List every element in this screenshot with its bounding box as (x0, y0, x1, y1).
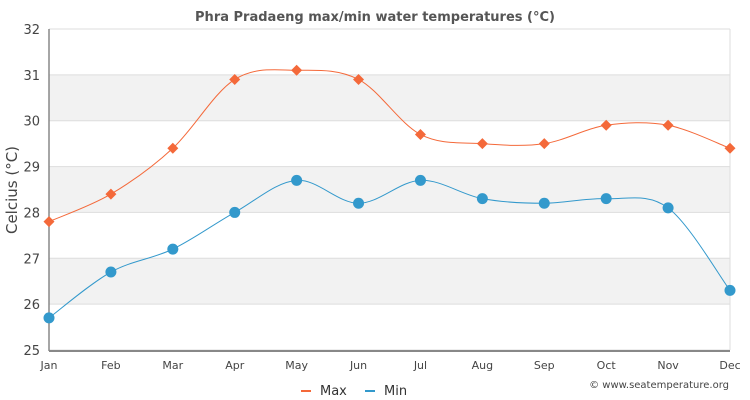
credit-text: © www.seatemperature.org (589, 380, 729, 391)
y-tick-labels: 25 26 27 28 29 30 31 32 (23, 23, 40, 359)
x-tick-label: Feb (101, 359, 120, 372)
y-tick-label: 27 (23, 252, 40, 267)
y-tick-label: 29 (23, 161, 40, 176)
data-point (600, 119, 612, 131)
data-point (414, 128, 426, 140)
data-point (662, 202, 674, 214)
data-point (414, 174, 426, 186)
x-tick-label: Oct (597, 359, 617, 372)
plot-band (49, 74, 730, 121)
y-tick-label: 31 (23, 69, 40, 84)
data-point (662, 119, 674, 131)
data-point (167, 142, 179, 154)
data-point (291, 64, 303, 76)
y-tick-label: 25 (23, 344, 40, 359)
data-point (538, 138, 550, 150)
series (43, 64, 736, 324)
data-point (724, 284, 736, 296)
legend-label: Max (320, 384, 347, 399)
chart-title: Phra Pradaeng max/min water temperatures… (195, 10, 555, 25)
y-tick-label: 28 (23, 206, 40, 221)
y-tick-label: 26 (23, 298, 40, 313)
data-point (476, 193, 488, 205)
x-tick-label: Dec (719, 359, 740, 372)
axes (48, 29, 731, 352)
x-tick-label: Jun (349, 359, 367, 372)
legend: Max Min (301, 384, 407, 399)
data-point (229, 73, 241, 85)
plot-bands (49, 74, 730, 305)
data-point (291, 174, 303, 186)
data-point (538, 197, 550, 209)
x-tick-label: Sep (534, 359, 555, 372)
gridlines (49, 28, 730, 351)
data-point (353, 73, 365, 85)
data-point (105, 188, 117, 200)
legend-item-max: Max (301, 384, 347, 399)
x-tick-label: Nov (657, 359, 679, 372)
plot-band (49, 166, 730, 213)
data-point (353, 197, 365, 209)
data-point (600, 193, 612, 205)
y-tick-label: 30 (23, 115, 40, 130)
x-tick-labels: Jan Feb Mar Apr May Jun Jul Aug Sep Oct Nov Dec (40, 359, 741, 372)
legend-label: Min (384, 384, 407, 399)
x-tick-label: Jul (413, 359, 427, 372)
x-tick-label: Mar (162, 359, 183, 372)
x-tick-label: Aug (472, 359, 493, 372)
series-max (43, 64, 736, 228)
data-point (476, 138, 488, 150)
data-point (167, 243, 179, 255)
legend-item-min: Min (365, 384, 407, 399)
data-point (724, 142, 736, 154)
y-tick-label: 32 (23, 23, 40, 38)
series-line (48, 179, 731, 319)
data-point (105, 266, 117, 278)
y-axis-label: Celcius (°C) (3, 146, 21, 234)
x-tick-label: May (285, 359, 308, 372)
data-point (43, 216, 55, 228)
data-point (229, 206, 241, 218)
plot-band (49, 258, 730, 305)
data-point (43, 312, 55, 324)
x-tick-label: Jan (40, 359, 58, 372)
x-tick-label: Apr (225, 359, 245, 372)
series-min (43, 174, 736, 324)
